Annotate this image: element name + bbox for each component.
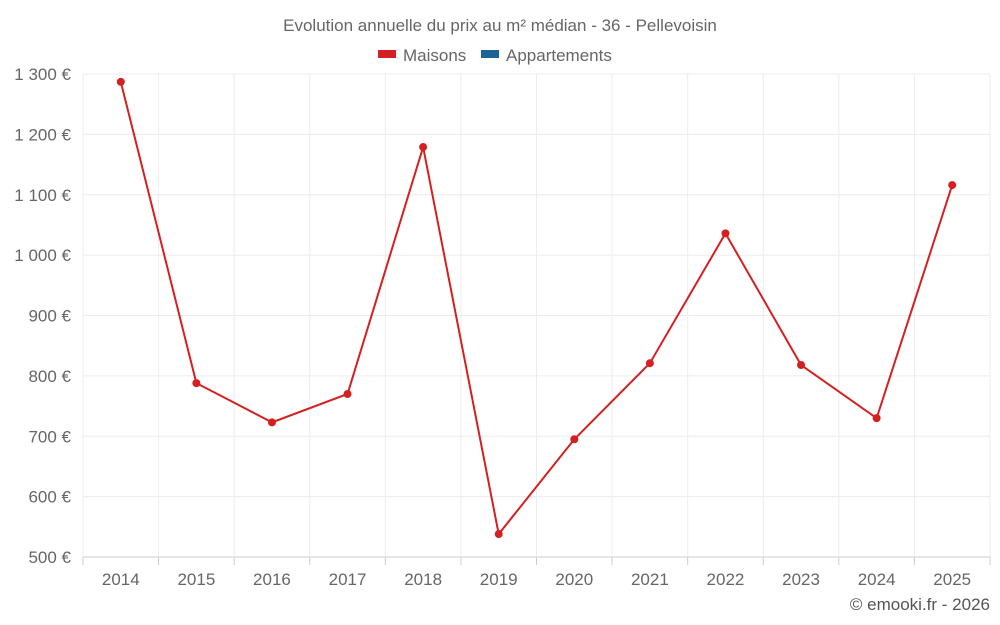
series-group [116,77,957,539]
x-axis: 2014 2015 2016 2017 2018 2019 2020 2021 2022 2023… [82,557,991,589]
data-point [116,77,125,86]
x-tick-label: 2016 [253,570,291,589]
y-tick-label: 1 100 € [14,186,71,205]
x-tick-label: 2019 [480,570,518,589]
x-tick-label: 2020 [555,570,593,589]
x-tick-label: 2015 [177,570,215,589]
y-tick-label: 1 200 € [14,125,71,144]
data-point [948,181,957,190]
y-tick-label: 900 € [28,307,71,326]
legend-label: Appartements [506,46,612,65]
y-axis: 500 € 600 € 700 € 800 € 900 € 1 000 € 1 100 € 1… [14,65,71,567]
x-tick-label: 2018 [404,570,442,589]
legend-item-maisons: Maisons [378,46,466,65]
y-tick-label: 500 € [28,548,71,567]
y-tick-label: 800 € [28,367,71,386]
legend-swatch [481,50,499,58]
y-tick-label: 1 300 € [14,65,71,84]
data-point [267,418,276,427]
y-tick-label: 600 € [28,488,71,507]
y-tick-label: 700 € [28,427,71,446]
legend-item-appartements: Appartements [481,46,612,65]
data-point [721,229,730,238]
credit: © emooki.fr - 2026 [850,595,990,614]
data-point [419,143,428,152]
data-point [494,530,503,539]
legend-swatch [378,50,396,58]
x-tick-label: 2022 [707,570,745,589]
x-tick-label: 2024 [858,570,896,589]
legend: Maisons Appartements [378,46,612,65]
legend-label: Maisons [403,46,466,65]
x-tick-label: 2021 [631,570,669,589]
data-point [797,361,806,370]
x-tick-label: 2017 [329,570,367,589]
x-tick-label: 2023 [782,570,820,589]
data-point [343,389,352,398]
grid [82,73,991,558]
y-tick-label: 1 000 € [14,246,71,265]
data-point [570,435,579,444]
data-point [872,414,881,423]
x-tick-label: 2025 [933,570,971,589]
series-line-maisons [119,81,954,537]
data-point [192,379,201,388]
x-tick-label: 2014 [102,570,140,589]
data-point [645,359,654,368]
chart-title: Evolution annuelle du prix au m² médian … [283,16,717,35]
